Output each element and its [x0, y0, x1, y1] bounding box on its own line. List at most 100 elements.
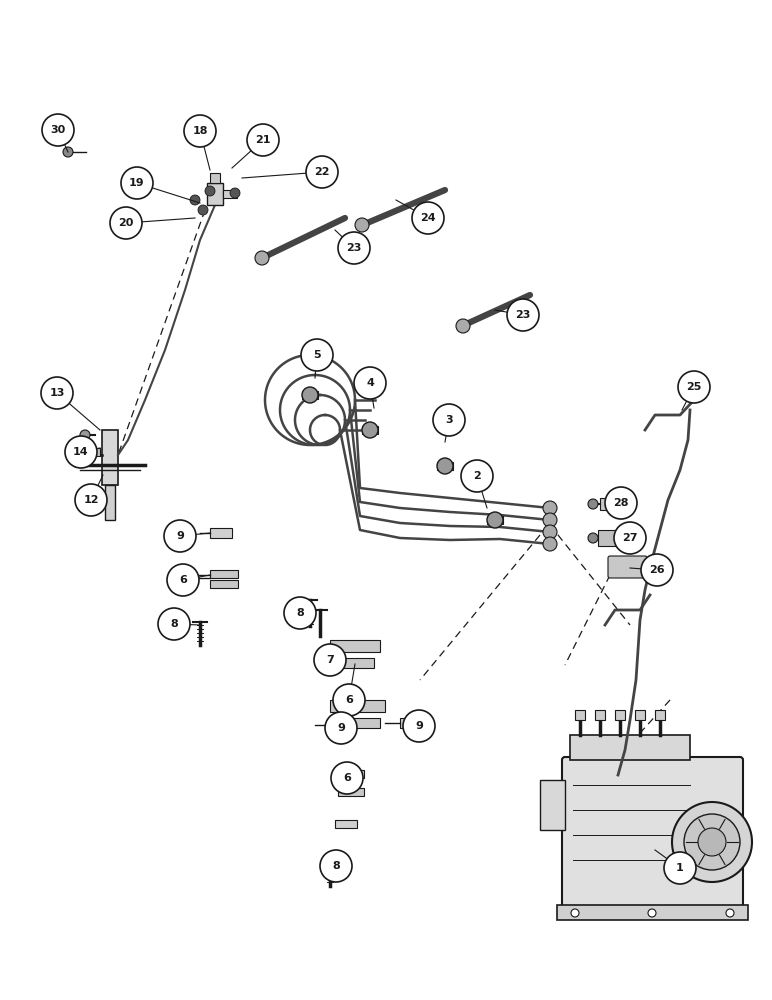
Bar — [210, 173, 220, 183]
Bar — [600, 498, 622, 510]
Circle shape — [255, 251, 269, 265]
Text: 19: 19 — [129, 178, 145, 188]
Circle shape — [190, 195, 200, 205]
Bar — [437, 462, 453, 470]
Circle shape — [314, 644, 346, 676]
Bar — [335, 820, 357, 828]
Circle shape — [571, 909, 579, 917]
Circle shape — [41, 377, 73, 409]
Bar — [302, 391, 318, 399]
Circle shape — [302, 387, 318, 403]
Text: 8: 8 — [332, 861, 340, 871]
Bar — [330, 658, 374, 668]
Bar — [75, 450, 83, 460]
Bar — [557, 905, 748, 920]
Bar — [105, 485, 115, 520]
Circle shape — [543, 537, 557, 551]
Text: 2: 2 — [473, 471, 481, 481]
Circle shape — [301, 339, 333, 371]
Circle shape — [158, 608, 190, 640]
Circle shape — [75, 484, 107, 516]
Text: 21: 21 — [256, 135, 271, 145]
Bar — [210, 528, 232, 538]
Text: 20: 20 — [118, 218, 134, 228]
Circle shape — [433, 404, 465, 436]
Bar — [595, 710, 605, 720]
Circle shape — [672, 802, 752, 882]
Circle shape — [205, 186, 215, 196]
Circle shape — [461, 460, 493, 492]
Text: 28: 28 — [613, 498, 628, 508]
FancyBboxPatch shape — [562, 757, 743, 908]
Text: 9: 9 — [337, 723, 345, 733]
Bar — [635, 710, 645, 720]
Circle shape — [331, 762, 363, 794]
Circle shape — [320, 850, 352, 882]
Bar — [210, 570, 238, 578]
Circle shape — [507, 299, 539, 331]
Text: 27: 27 — [622, 533, 638, 543]
Circle shape — [80, 430, 90, 440]
Text: 6: 6 — [179, 575, 187, 585]
Circle shape — [338, 232, 370, 264]
Text: 9: 9 — [176, 531, 184, 541]
Text: 7: 7 — [326, 655, 334, 665]
Circle shape — [588, 499, 598, 509]
Text: 25: 25 — [686, 382, 702, 392]
Circle shape — [614, 522, 646, 554]
Text: 3: 3 — [445, 415, 453, 425]
Text: 8: 8 — [296, 608, 304, 618]
Circle shape — [403, 710, 435, 742]
Circle shape — [121, 167, 153, 199]
Bar — [330, 718, 380, 728]
Circle shape — [362, 422, 378, 438]
Circle shape — [65, 436, 97, 468]
Bar — [362, 426, 378, 434]
Bar — [210, 580, 238, 588]
Circle shape — [487, 512, 503, 528]
Circle shape — [543, 501, 557, 515]
Circle shape — [412, 202, 444, 234]
Text: 6: 6 — [345, 695, 353, 705]
Text: 24: 24 — [420, 213, 436, 223]
Text: 9: 9 — [415, 721, 423, 731]
Circle shape — [184, 115, 216, 147]
Circle shape — [110, 207, 142, 239]
Circle shape — [167, 564, 199, 596]
Circle shape — [284, 597, 316, 629]
Circle shape — [164, 520, 196, 552]
Circle shape — [63, 147, 73, 157]
Text: 4: 4 — [366, 378, 374, 388]
Circle shape — [543, 525, 557, 539]
Text: 30: 30 — [50, 125, 66, 135]
Text: 1: 1 — [676, 863, 684, 873]
Circle shape — [648, 909, 656, 917]
Circle shape — [355, 218, 369, 232]
Bar — [598, 530, 628, 546]
FancyBboxPatch shape — [608, 556, 647, 578]
Bar — [338, 788, 364, 796]
Circle shape — [325, 712, 357, 744]
Bar — [400, 718, 420, 728]
Bar — [102, 430, 118, 485]
Bar — [575, 710, 585, 720]
Text: 23: 23 — [516, 310, 530, 320]
Text: 12: 12 — [83, 495, 99, 505]
Text: 26: 26 — [649, 565, 665, 575]
Bar — [655, 710, 665, 720]
Circle shape — [247, 124, 279, 156]
Text: 14: 14 — [73, 447, 89, 457]
Circle shape — [588, 533, 598, 543]
Circle shape — [678, 371, 710, 403]
Text: 23: 23 — [347, 243, 362, 253]
Circle shape — [543, 513, 557, 527]
Circle shape — [605, 487, 637, 519]
Bar — [207, 183, 223, 205]
Text: 13: 13 — [49, 388, 65, 398]
Bar — [88, 448, 100, 456]
Text: 6: 6 — [343, 773, 351, 783]
Circle shape — [42, 114, 74, 146]
FancyArrowPatch shape — [108, 488, 112, 516]
Circle shape — [230, 188, 240, 198]
Circle shape — [354, 367, 386, 399]
